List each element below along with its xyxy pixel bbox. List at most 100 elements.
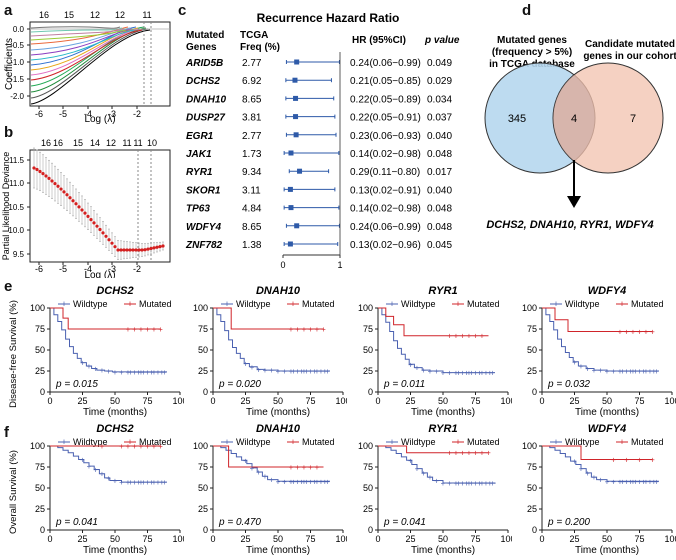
p-value: 0.048 — [427, 149, 452, 160]
x-tick: 75 — [634, 534, 644, 544]
legend-wildtype: Wildtype — [73, 299, 108, 309]
y-tick: -2.0 — [10, 92, 24, 101]
cv-point — [128, 248, 132, 252]
tcga-freq: 4.84 — [242, 204, 262, 215]
legend-mutated: Mutated — [631, 437, 664, 447]
y-tick: 50 — [35, 345, 45, 355]
cv-point — [149, 246, 153, 251]
forest-title: Recurrence Hazard Ratio — [257, 11, 400, 25]
cv-point — [50, 179, 54, 183]
wildtype-censor: + — [299, 367, 304, 376]
wildtype-censor: + — [469, 369, 474, 378]
wildtype-censor: + — [628, 477, 633, 486]
cv-point — [110, 241, 114, 245]
wildtype-censor: + — [473, 479, 478, 488]
mutated-censor: + — [158, 325, 163, 334]
wildtype-censor: + — [139, 368, 144, 377]
mutated-curve — [50, 307, 161, 330]
wildtype-censor: + — [113, 368, 118, 377]
y-tick: 75 — [363, 462, 373, 472]
km-plot-ryr1: RYR1 + Wildtype + Mutated 100 75 50 25 00 25 50 75 10… — [358, 285, 512, 418]
mutated-censor: + — [315, 325, 320, 334]
cv-point — [83, 211, 87, 215]
cv-point — [155, 245, 159, 249]
km-gene-title: DNAH10 — [256, 285, 301, 297]
wildtype-censor: + — [441, 479, 446, 488]
wildtype-censor: + — [434, 367, 439, 376]
legend-mutated: Mutated — [139, 299, 172, 309]
wildtype-censor: + — [644, 367, 649, 376]
y-axis-label: Partial Likelihood Deviance — [1, 152, 11, 261]
gene-name: SKOR1 — [186, 185, 221, 196]
wildtype-censor: + — [106, 367, 111, 376]
hr-ci-value: 0.14(0.02−0.98) — [350, 149, 421, 160]
top-tick: 16 — [41, 138, 51, 148]
mutated-censor: + — [152, 442, 157, 451]
cv-point — [53, 181, 57, 186]
top-tick: 11 — [133, 138, 142, 148]
x-tick: 100 — [335, 396, 347, 406]
venn-overlap-count: 4 — [571, 113, 577, 125]
y-tick: 100 — [358, 441, 373, 451]
panel-label-a: a — [4, 2, 13, 19]
wildtype-censor: + — [620, 367, 625, 376]
mutated-curve — [378, 307, 489, 337]
lasso-cv-plot: 16 16 15 14 12 11 11 10 -6 -5 -4 -3 -2 11.5 11.0 10.5 1… — [1, 138, 171, 278]
p-value: 0.040 — [427, 131, 452, 142]
wildtype-censor: + — [291, 477, 296, 486]
x-tick: 50 — [438, 396, 448, 406]
x-tick: 50 — [438, 534, 448, 544]
p-value-label: p = 0.041 — [383, 517, 426, 528]
mutated-censor: + — [308, 325, 313, 334]
wildtype-censor: + — [87, 462, 92, 471]
wildtype-censor: + — [87, 362, 92, 371]
y-tick: 25 — [198, 504, 208, 514]
x-axis-label: Log (λ) — [84, 114, 115, 125]
wildtype-censor: + — [295, 367, 300, 376]
hr-ci-value: 0.13(0.02−0.91) — [350, 185, 421, 196]
cv-point — [122, 248, 126, 252]
hr-ci-value: 0.24(0.06−0.99) — [350, 222, 421, 233]
wildtype-censor: + — [421, 366, 426, 375]
mutated-censor: + — [152, 325, 157, 334]
legend-mutated-marker: + — [619, 299, 624, 309]
mutated-censor: + — [480, 449, 485, 458]
cv-point — [140, 248, 144, 252]
wildtype-censor: + — [611, 367, 616, 376]
wildtype-censor: + — [618, 477, 623, 486]
mutated-censor: + — [637, 328, 642, 337]
wildtype-censor: + — [276, 477, 281, 486]
km-y-axis-label-f: Overall Survival (%) — [8, 450, 19, 534]
mutated-censor: + — [611, 455, 616, 464]
legend-wildtype: Wildtype — [565, 437, 600, 447]
x-tick: 0 — [47, 396, 52, 406]
mutated-censor: + — [637, 455, 642, 464]
p-value-label: p = 0.200 — [547, 517, 590, 528]
col-genes-2: Genes — [186, 42, 217, 53]
p-value: 0.045 — [427, 240, 452, 251]
coefficient-path — [30, 27, 139, 71]
wildtype-censor: + — [250, 363, 255, 372]
legend-wildtype: Wildtype — [236, 437, 271, 447]
cv-point — [35, 167, 39, 172]
tcga-freq: 9.34 — [242, 167, 262, 178]
cv-point — [101, 231, 105, 235]
forest-tick-1: 1 — [337, 260, 342, 270]
top-tick: 14 — [90, 138, 100, 148]
legend-wildtype-marker: + — [61, 299, 66, 309]
wildtype-censor: + — [308, 367, 313, 376]
y-tick: 100 — [193, 303, 208, 313]
mutated-censor: + — [467, 449, 472, 458]
x-tick: 50 — [602, 534, 612, 544]
mutated-censor: + — [302, 325, 307, 334]
wildtype-censor: + — [490, 369, 495, 378]
y-tick: 25 — [363, 504, 373, 514]
x-tick: 50 — [273, 396, 283, 406]
gene-name: JAK1 — [186, 149, 212, 160]
y-tick: 100 — [30, 441, 45, 451]
mutated-censor: + — [447, 449, 452, 458]
y-axis-label: Overall Survival (%) — [8, 450, 19, 534]
cv-point — [44, 174, 48, 178]
wildtype-censor: + — [644, 477, 649, 486]
x-tick: 100 — [335, 534, 347, 544]
